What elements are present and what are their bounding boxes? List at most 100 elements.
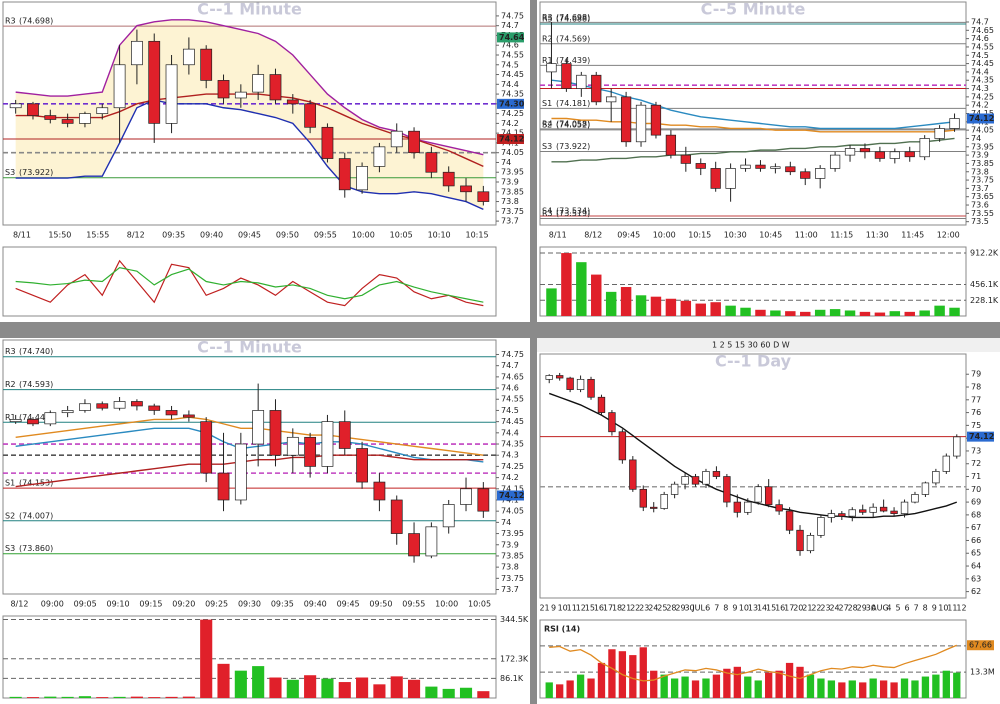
candle-body xyxy=(555,375,564,379)
y-tick-label: 74.6 xyxy=(501,41,519,50)
candle-body xyxy=(815,168,826,179)
indicator-line xyxy=(15,99,484,211)
y-tick-label: 69 xyxy=(971,498,981,507)
candle-body xyxy=(879,506,888,512)
y-tick-label: 74.4 xyxy=(501,80,519,89)
x-tick-label: 09:25 xyxy=(205,600,228,609)
candle-body xyxy=(182,414,195,418)
price-tag-label: 74.30 xyxy=(499,99,525,108)
indicator-line xyxy=(551,117,955,133)
y-tick-label: 73.75 xyxy=(971,176,994,185)
x-tick-label: 10 xyxy=(938,604,948,613)
volume-bar xyxy=(546,288,557,316)
pivot-name: R3 xyxy=(5,17,16,26)
candle-body xyxy=(566,377,574,390)
candle-body xyxy=(200,421,213,474)
x-tick-label: 21 xyxy=(539,604,549,613)
y-tick-label: 63 xyxy=(971,574,981,583)
pivot-value: (74.447) xyxy=(19,413,53,422)
toolbar-intervals[interactable]: 1 2 5 15 30 60 D W xyxy=(712,341,790,350)
x-tick-label: 10:10 xyxy=(428,231,451,240)
y-tick-label: 74 xyxy=(501,158,511,167)
price-tag xyxy=(497,32,524,43)
volume-tick-label: 912.2K xyxy=(970,249,999,258)
pivot-name: S1 xyxy=(542,99,552,108)
y-tick-label: 62 xyxy=(971,587,981,596)
x-tick-label: 10:00 xyxy=(435,600,458,609)
x-tick-label: 11:30 xyxy=(866,231,889,240)
y-tick-label: 74.5 xyxy=(501,406,519,415)
volume-bar xyxy=(859,682,867,698)
volume-bar xyxy=(712,674,721,698)
y-tick-label: 74.65 xyxy=(501,372,524,381)
y-tick-label: 74.3 xyxy=(501,451,519,460)
candle-body xyxy=(545,375,553,380)
x-tick-label: 20 xyxy=(793,604,803,613)
lower-frame xyxy=(539,619,967,699)
pivot-value: (74.052) xyxy=(556,120,590,129)
volume-bar xyxy=(848,680,856,698)
volume-bar xyxy=(829,309,841,316)
candle-body xyxy=(96,107,109,114)
pivot-value: (74.698) xyxy=(556,13,590,22)
y-tick-label: 73.65 xyxy=(971,192,994,201)
x-tick-label: 24 xyxy=(648,604,658,613)
x-tick-label: 09:35 xyxy=(162,231,185,240)
x-tick-label: 10:45 xyxy=(759,231,782,240)
x-tick-label: 24 xyxy=(829,604,839,613)
pivot-value: (74.058) xyxy=(556,119,590,128)
rsi-tag xyxy=(967,640,994,651)
candle-body xyxy=(680,154,691,164)
candle-body xyxy=(911,494,919,503)
y-tick-label: 74.75 xyxy=(501,350,524,359)
y-tick-label: 68 xyxy=(971,510,981,519)
volume-bar xyxy=(890,682,898,698)
candle-body xyxy=(79,113,91,124)
candle-body xyxy=(859,509,867,513)
candle-body xyxy=(561,63,572,89)
indicator-line xyxy=(15,93,484,168)
y-tick-label: 74.25 xyxy=(501,109,524,118)
x-tick-label: 8/12 xyxy=(584,231,602,240)
candle-body xyxy=(304,436,317,467)
x-tick-label: 09:40 xyxy=(200,231,223,240)
candle-body xyxy=(681,476,689,485)
price-tag-label: 74.12 xyxy=(969,114,994,123)
volume-bar xyxy=(639,647,647,698)
y-tick-label: 74.6 xyxy=(971,34,989,43)
volume-bar xyxy=(725,305,736,316)
toolbar[interactable] xyxy=(537,338,1000,352)
candle-body xyxy=(723,476,731,503)
candle-body xyxy=(286,436,299,456)
x-tick-label: 09:00 xyxy=(41,600,64,609)
x-tick-label: 8 xyxy=(723,604,728,613)
y-tick-label: 75 xyxy=(971,421,981,430)
y-tick-label: 74.15 xyxy=(501,484,524,493)
volume-bar xyxy=(442,688,455,698)
lower-frame xyxy=(2,615,497,699)
candle-body xyxy=(576,74,587,89)
plot-frame xyxy=(539,353,967,599)
x-tick-label: 8 xyxy=(923,604,928,613)
candle-body xyxy=(639,488,647,508)
price-tag-label: 74.12 xyxy=(499,135,524,144)
pivot-name: S2 xyxy=(5,511,15,520)
x-tick-label: 09:10 xyxy=(107,600,130,609)
candle-body xyxy=(252,74,265,93)
pivot-value: (73.922) xyxy=(19,168,53,177)
x-tick-label: 4 xyxy=(886,604,891,613)
candle-body xyxy=(904,151,915,158)
x-tick-label: 30 xyxy=(684,604,694,613)
pane-divider xyxy=(530,0,537,704)
y-tick-label: 74.35 xyxy=(501,440,524,449)
candle-body xyxy=(829,154,841,169)
volume-bar xyxy=(665,298,677,316)
candle-body xyxy=(356,448,368,483)
candle-body xyxy=(96,403,109,409)
y-tick-label: 73.85 xyxy=(501,551,524,560)
volume-bar xyxy=(814,309,826,316)
candle-body xyxy=(425,526,438,557)
volume-bar xyxy=(26,697,40,698)
volume-bar xyxy=(556,684,564,698)
